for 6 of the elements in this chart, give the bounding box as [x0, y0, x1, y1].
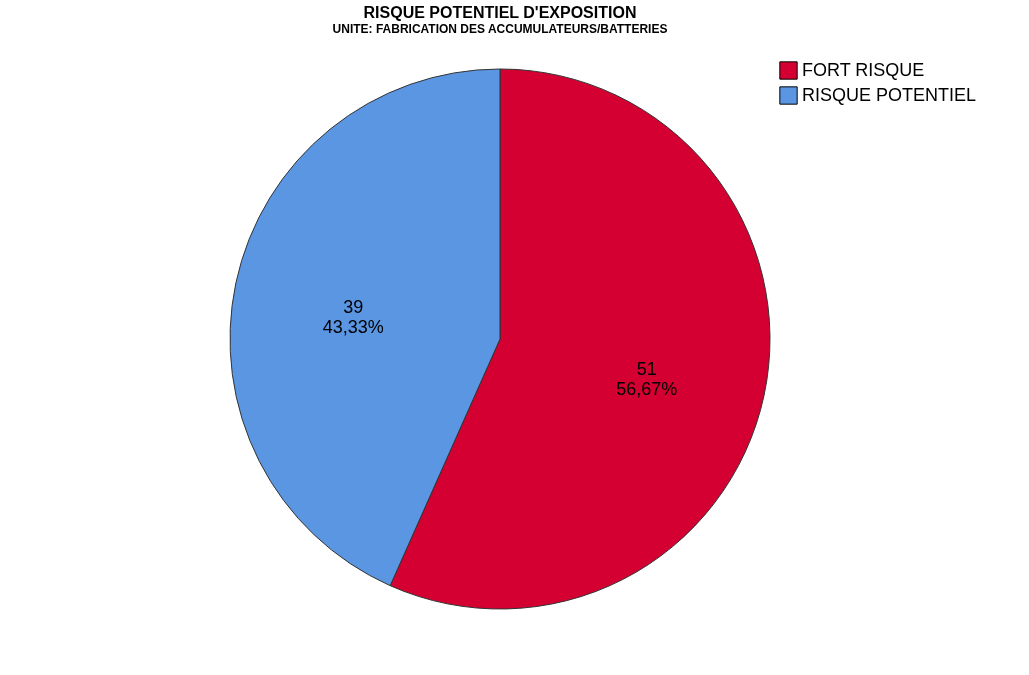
legend-label: RISQUE POTENTIEL: [802, 84, 977, 105]
legend-label: FORT RISQUE: [802, 59, 925, 80]
chart-title: RISQUE POTENTIEL D'EXPOSITION: [363, 4, 637, 21]
data-label: 51 56,67%: [616, 359, 678, 400]
data-label: 39 43,33%: [322, 296, 384, 337]
chart-subtitle: UNITE: FABRICATION DES ACCUMULATEURS/BATTERIES: [332, 22, 668, 36]
